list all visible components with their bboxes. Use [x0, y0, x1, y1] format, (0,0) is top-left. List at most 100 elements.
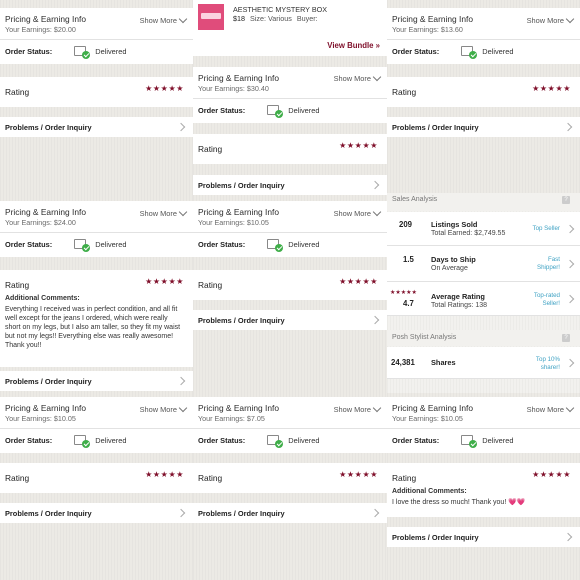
- problems-label: Problems / Order Inquiry: [5, 509, 92, 518]
- rating-card: Rating ★★★★★ Additional Comments: I love…: [387, 463, 580, 517]
- chevron-down-icon: [372, 403, 382, 412]
- sales-analysis-title: Sales Analysis: [392, 196, 438, 203]
- pricing-title: Pricing & Earning Info: [392, 14, 474, 24]
- pricing-title: Pricing & Earning Info: [392, 403, 474, 413]
- heart-emoji-icon: 💗💗: [508, 499, 526, 506]
- check-icon: [82, 51, 91, 59]
- pricing-title: Pricing & Earning Info: [5, 403, 87, 413]
- rating-card: Rating ★★★★★: [0, 463, 193, 493]
- average-rating-value: 4.7: [403, 299, 414, 308]
- chevron-down-icon: [372, 207, 382, 216]
- rating-card: Rating ★★★★★: [387, 77, 580, 107]
- rating-card: Rating ★★★★★: [193, 134, 387, 164]
- problems-label: Problems / Order Inquiry: [198, 509, 285, 518]
- problems-row[interactable]: Problems / Order Inquiry: [193, 175, 387, 195]
- problems-row[interactable]: Problems / Order Inquiry: [193, 503, 387, 523]
- earnings-text: Your Earnings: $20.00: [5, 25, 76, 34]
- delivered-status: Delivered: [482, 435, 514, 445]
- pricing-title: Pricing & Earning Info: [198, 403, 280, 413]
- check-icon: [469, 440, 478, 448]
- pricing-card: Pricing & Earning Info Your Earnings: $3…: [193, 67, 387, 99]
- delivered-box-icon: [267, 105, 284, 118]
- order-tile-5: Pricing & Earning Info Your Earnings: $1…: [193, 200, 387, 393]
- average-rating-label: Average Rating: [431, 292, 485, 301]
- show-more-button[interactable]: Show More: [140, 207, 188, 218]
- days-to-ship-value: 1.5: [403, 255, 414, 264]
- days-to-ship-row[interactable]: 1.5 Days to Ship On Average Fast Shipper…: [387, 246, 580, 282]
- order-status-label: Order Status:: [198, 239, 246, 249]
- check-icon: [275, 440, 284, 448]
- bundle-size: Size: Various: [250, 14, 292, 23]
- problems-row[interactable]: Problems / Order Inquiry: [0, 371, 193, 391]
- show-more-button[interactable]: Show More: [334, 403, 382, 414]
- pricing-card: Pricing & Earning Info Your Earnings: $1…: [193, 201, 387, 233]
- rating-label: Rating: [198, 473, 223, 483]
- pricing-card: Pricing & Earning Info Your Earnings: $1…: [0, 397, 193, 429]
- rating-label: Rating: [392, 473, 417, 483]
- bundle-buyer: Buyer:: [296, 14, 318, 23]
- check-icon: [275, 110, 284, 118]
- chevron-down-icon: [372, 72, 382, 81]
- posh-stylist-title: Posh Stylist Analysis: [392, 334, 457, 341]
- top-seller-badge: Top Seller: [532, 225, 560, 232]
- problems-label: Problems / Order Inquiry: [198, 316, 285, 325]
- order-status-label: Order Status:: [5, 239, 53, 249]
- show-more-button[interactable]: Show More: [527, 14, 575, 25]
- days-to-ship-sub: On Average: [431, 265, 468, 272]
- delivered-box-icon: [74, 239, 91, 252]
- chevron-down-icon: [178, 207, 188, 216]
- shares-count: 24,381: [391, 358, 415, 367]
- delivered-box-icon: [461, 435, 478, 448]
- chevron-right-icon: [370, 180, 380, 190]
- earnings-text: Your Earnings: $10.05: [392, 414, 463, 423]
- show-more-button[interactable]: Show More: [334, 72, 382, 83]
- rating-card: Rating ★★★★★: [0, 77, 193, 107]
- earnings-text: Your Earnings: $10.05: [198, 218, 269, 227]
- view-bundle-link[interactable]: View Bundle »: [327, 41, 380, 50]
- shares-label: Shares: [431, 358, 456, 367]
- chevron-right-icon: [370, 315, 380, 325]
- help-icon[interactable]: ?: [562, 334, 570, 342]
- chevron-right-icon: [563, 122, 573, 132]
- help-icon[interactable]: ?: [562, 196, 570, 204]
- rating-stars: ★★★★★: [532, 84, 571, 93]
- rating-label: Rating: [198, 280, 223, 290]
- rating-card: Rating ★★★★★: [193, 270, 387, 300]
- chevron-down-icon: [178, 403, 188, 412]
- order-status-card: Order Status: Delivered: [387, 429, 580, 453]
- listings-sold-row[interactable]: 209 Listings Sold Total Earned: $2,749.5…: [387, 212, 580, 246]
- average-rating-row[interactable]: ★★★★★ 4.7 Average Rating Total Ratings: …: [387, 282, 580, 316]
- show-more-button[interactable]: Show More: [140, 403, 188, 414]
- rating-stars: ★★★★★: [339, 277, 378, 286]
- order-status-card: Order Status: Delivered: [193, 233, 387, 257]
- problems-row[interactable]: Problems / Order Inquiry: [0, 117, 193, 137]
- problems-row[interactable]: Problems / Order Inquiry: [193, 310, 387, 330]
- total-earned: Total Earned: $2,749.55: [431, 230, 506, 237]
- rating-label: Rating: [5, 87, 30, 97]
- delivered-box-icon: [74, 46, 91, 59]
- total-ratings: Total Ratings: 138: [431, 302, 488, 309]
- show-more-button[interactable]: Show More: [527, 403, 575, 414]
- bundle-price: $18: [233, 14, 245, 23]
- chevron-down-icon: [565, 14, 575, 23]
- order-status-label: Order Status:: [5, 435, 53, 445]
- comments-text: I love the dress so much! Thank you! 💗💗: [392, 499, 526, 506]
- problems-label: Problems / Order Inquiry: [5, 123, 92, 132]
- delivered-status: Delivered: [288, 239, 320, 249]
- posh-stylist-header: Posh Stylist Analysis ?: [387, 330, 580, 346]
- shares-row[interactable]: 24,381 Shares Top 10% sharer!: [387, 347, 580, 379]
- top-rated-badge: Top-rated Seller!: [533, 292, 560, 307]
- problems-row[interactable]: Problems / Order Inquiry: [0, 503, 193, 523]
- listings-sold-label: Listings Sold: [431, 220, 478, 229]
- comments-heading: Additional Comments:: [392, 488, 467, 495]
- problems-row[interactable]: Problems / Order Inquiry: [387, 117, 580, 137]
- earnings-text: Your Earnings: $24.00: [5, 218, 76, 227]
- rating-card: Rating ★★★★★: [193, 463, 387, 493]
- order-tile-2: AESTHETIC MYSTERY BOX $18 Size: Various …: [193, 0, 387, 200]
- problems-row[interactable]: Problems / Order Inquiry: [387, 527, 580, 547]
- check-icon: [82, 244, 91, 252]
- bundle-thumbnail[interactable]: [198, 4, 224, 30]
- show-more-button[interactable]: Show More: [334, 207, 382, 218]
- show-more-button[interactable]: Show More: [140, 14, 188, 25]
- order-tile-3: Pricing & Earning Info Your Earnings: $1…: [387, 0, 580, 193]
